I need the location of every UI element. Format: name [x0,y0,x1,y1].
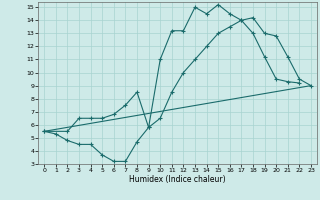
X-axis label: Humidex (Indice chaleur): Humidex (Indice chaleur) [129,175,226,184]
